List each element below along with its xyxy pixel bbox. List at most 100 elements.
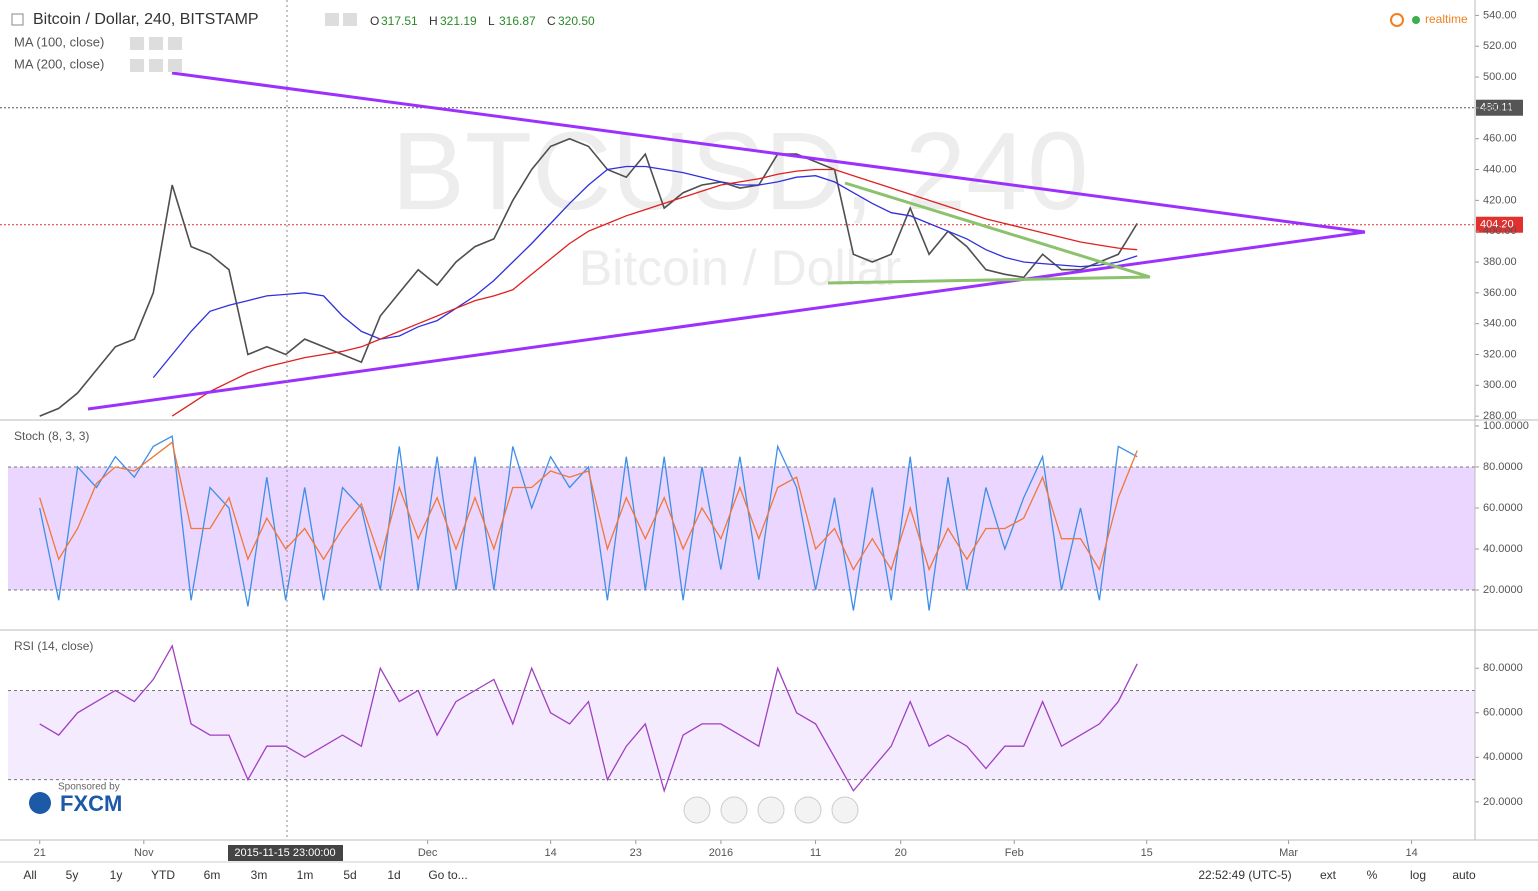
series-line — [39, 435, 1138, 611]
y-tick-label: 80.0000 — [1483, 662, 1523, 674]
collapse-icon[interactable] — [11, 13, 24, 26]
settings-icon[interactable] — [325, 13, 339, 26]
close-icon[interactable] — [168, 59, 182, 72]
x-tick-label: 11 — [810, 847, 821, 859]
x-tick-label: 21 — [34, 847, 46, 859]
x-tick-label: 2016 — [709, 847, 733, 859]
x-tick-label: Nov — [134, 847, 154, 859]
trend-line — [87, 230, 1366, 411]
zoom-in[interactable] — [794, 796, 822, 824]
realtime-label: realtime — [1425, 12, 1468, 26]
ohlc-label: L — [488, 14, 495, 28]
scroll-right[interactable] — [831, 796, 859, 824]
ohlc-label: H — [429, 14, 438, 28]
y-tick-label: 400.00 — [1483, 225, 1517, 237]
clock: 22:52:49 (UTC-5) — [1198, 868, 1291, 882]
close-icon[interactable] — [168, 37, 182, 50]
trend-line — [827, 275, 1151, 285]
range-button[interactable]: All — [23, 868, 36, 882]
reset[interactable] — [757, 796, 785, 824]
range-button[interactable]: 1d — [387, 868, 400, 882]
settings-icon[interactable] — [130, 59, 144, 72]
series-line — [152, 165, 1138, 379]
ohlc-label: O — [370, 14, 379, 28]
option-button[interactable]: log — [1410, 868, 1426, 882]
y-tick-label: 520.00 — [1483, 40, 1517, 52]
icons — [130, 13, 1420, 72]
band — [8, 466, 1475, 591]
legend-entry: MA (200, close) — [14, 56, 104, 71]
ohlc-value: 321.19 — [440, 14, 477, 28]
settings-icon[interactable] — [149, 37, 163, 50]
nav-buttons — [683, 796, 859, 824]
y-tick-label: 360.00 — [1483, 287, 1517, 299]
x-tick-label: 14 — [545, 847, 557, 859]
ohlc-value: 316.87 — [499, 14, 536, 28]
settings-icon[interactable] — [130, 37, 144, 50]
y-tick-label: 20.0000 — [1483, 584, 1523, 596]
frame: 2015-11-15 23:00:00 — [0, 0, 1538, 863]
range-button[interactable]: 5d — [343, 868, 356, 882]
x-tick-label: 20 — [895, 847, 907, 859]
panel-title: Stoch (8, 3, 3) — [14, 429, 89, 443]
sponsor-text: Sponsored by — [58, 782, 120, 793]
range-button[interactable]: Go to... — [428, 868, 467, 882]
zoom-out[interactable] — [720, 796, 748, 824]
y-tick-label: 60.0000 — [1483, 502, 1523, 514]
x-tick-label: Feb — [1005, 847, 1024, 859]
option-button[interactable]: % — [1367, 868, 1378, 882]
ohlc-value: 317.51 — [381, 14, 418, 28]
range-button[interactable]: 3m — [251, 868, 268, 882]
y-tick-label: 300.00 — [1483, 379, 1517, 391]
ohlc-value: 320.50 — [558, 14, 595, 28]
price-label-box — [1476, 216, 1523, 233]
x-tick-label: 15 — [1141, 847, 1153, 859]
series-line — [39, 441, 1138, 572]
y-tick-label: 80.0000 — [1483, 461, 1523, 473]
settings-icon[interactable] — [149, 59, 163, 72]
y-tick-label: 440.00 — [1483, 163, 1517, 175]
panel-title: RSI (14, close) — [14, 639, 93, 653]
x-tick-label: Dec — [418, 847, 438, 859]
crosshair-label: 2015-11-15 23:00:00 — [234, 847, 335, 859]
option-button[interactable]: ext — [1320, 868, 1337, 882]
y-tick-label: 100.0000 — [1483, 420, 1529, 432]
y-tick-label: 420.00 — [1483, 194, 1517, 206]
trend-line — [171, 71, 1366, 234]
sponsor-brand[interactable]: FXCM — [60, 791, 122, 816]
realtime-icon — [1390, 13, 1404, 27]
y-tick-label: 320.00 — [1483, 348, 1517, 360]
x-tick-label: 14 — [1405, 847, 1417, 859]
price-label: 404.20 — [1480, 219, 1514, 231]
y-tick-label: 60.0000 — [1483, 707, 1523, 719]
toolbar: All 5y 1y YTD 6m 3m 1m 5d 1d Go to... 22:52:49 (UT… — [23, 868, 1476, 882]
price-label-box — [1476, 99, 1523, 116]
range-button[interactable]: YTD — [151, 868, 175, 882]
scroll-left[interactable] — [683, 796, 711, 824]
y-tick-label: 340.00 — [1483, 318, 1517, 330]
settings-icon[interactable] — [343, 13, 357, 26]
range-button[interactable]: 1m — [297, 868, 314, 882]
status-dot — [1412, 16, 1420, 24]
y-tick-label: 40.0000 — [1483, 543, 1523, 555]
ohlc-label: C — [547, 14, 556, 28]
band — [8, 690, 1475, 780]
price-label: 480.11 — [1480, 102, 1513, 114]
range-button[interactable]: 1y — [110, 868, 123, 882]
symbol-title: Bitcoin / Dollar, 240, BITSTAMP — [33, 11, 259, 28]
y-tick-label: 280.00 — [1483, 410, 1517, 422]
y-tick-label: 480.00 — [1483, 102, 1517, 114]
x-tick-label: Mar — [1279, 847, 1298, 859]
series-line — [39, 644, 1138, 793]
range-button[interactable]: 6m — [204, 868, 221, 882]
legend-entry: MA (100, close) — [14, 34, 104, 49]
y-tick-label: 20.0000 — [1483, 796, 1523, 808]
drawings — [87, 71, 1366, 411]
sponsor-logo[interactable] — [29, 792, 51, 814]
range-button[interactable]: 5y — [66, 868, 79, 882]
x-tick-label: 23 — [630, 847, 642, 859]
option-button[interactable]: auto — [1452, 868, 1476, 882]
trend-line — [844, 181, 1151, 279]
series-line — [39, 137, 1138, 417]
